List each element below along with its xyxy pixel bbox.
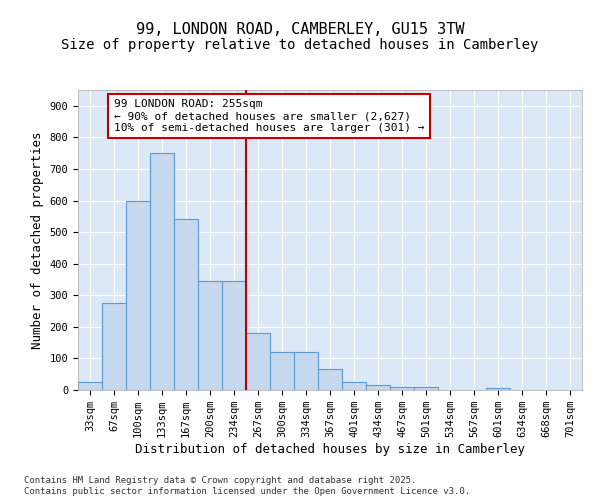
- Bar: [270, 352, 294, 390]
- Text: 99, LONDON ROAD, CAMBERLEY, GU15 3TW: 99, LONDON ROAD, CAMBERLEY, GU15 3TW: [136, 22, 464, 38]
- Bar: [390, 387, 414, 390]
- X-axis label: Distribution of detached houses by size in Camberley: Distribution of detached houses by size …: [135, 443, 525, 456]
- Bar: [366, 386, 390, 390]
- Bar: [342, 382, 366, 390]
- Text: Contains public sector information licensed under the Open Government Licence v3: Contains public sector information licen…: [24, 487, 470, 496]
- Bar: [318, 370, 342, 390]
- Text: Contains HM Land Registry data © Crown copyright and database right 2025.: Contains HM Land Registry data © Crown c…: [24, 476, 416, 485]
- Bar: [174, 220, 198, 390]
- Text: Size of property relative to detached houses in Camberley: Size of property relative to detached ho…: [61, 38, 539, 52]
- Bar: [414, 387, 438, 390]
- Bar: [246, 333, 270, 390]
- Bar: [102, 303, 126, 390]
- Bar: [198, 281, 222, 390]
- Bar: [78, 382, 102, 390]
- Bar: [486, 388, 510, 390]
- Bar: [150, 153, 174, 390]
- Y-axis label: Number of detached properties: Number of detached properties: [31, 131, 44, 349]
- Bar: [126, 200, 150, 390]
- Bar: [294, 352, 318, 390]
- Text: 99 LONDON ROAD: 255sqm
← 90% of detached houses are smaller (2,627)
10% of semi-: 99 LONDON ROAD: 255sqm ← 90% of detached…: [114, 100, 425, 132]
- Bar: [222, 281, 246, 390]
